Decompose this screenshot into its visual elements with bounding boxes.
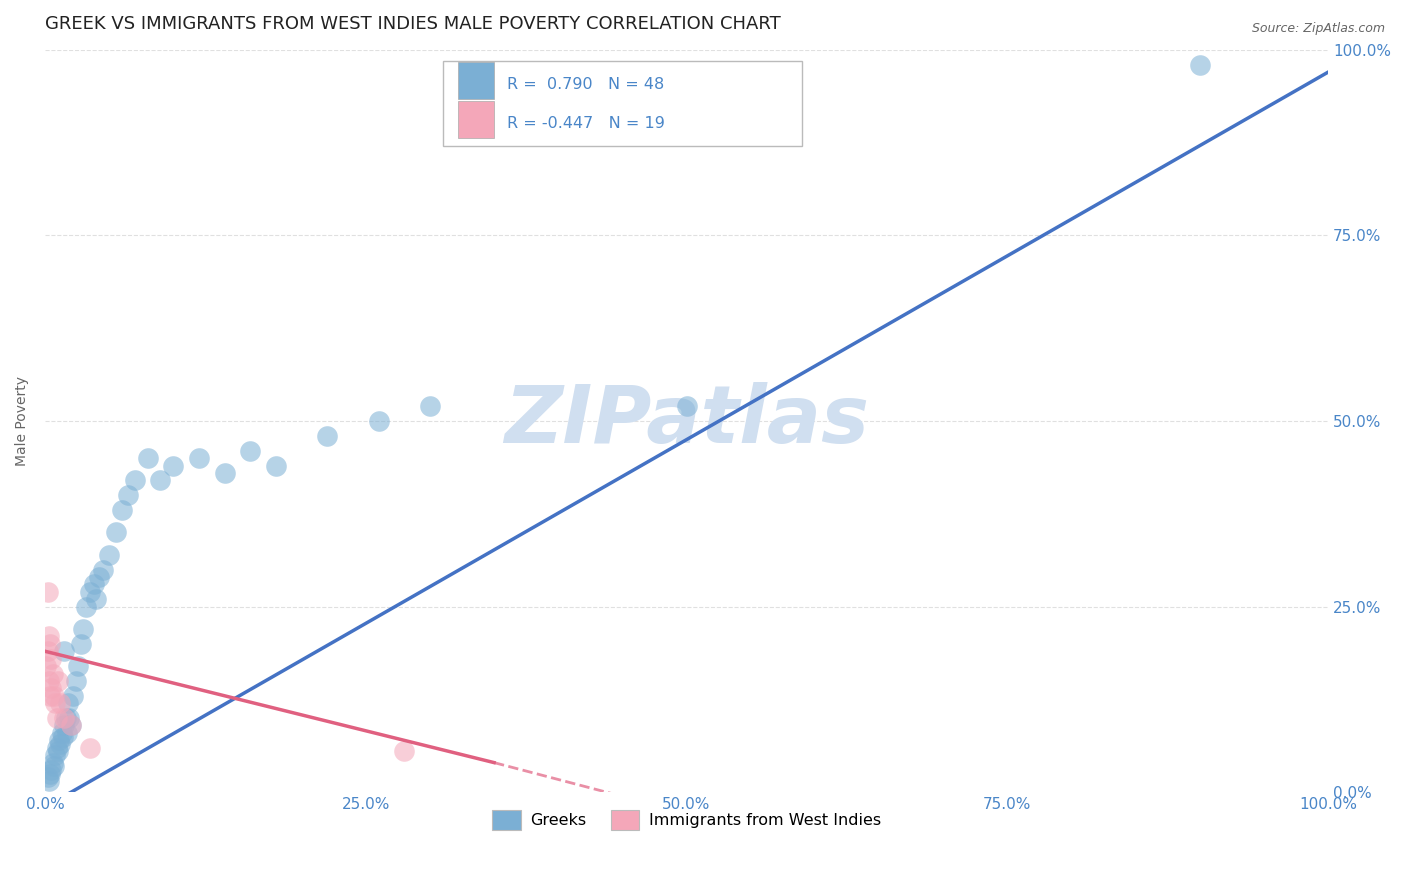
Point: [675, 399, 697, 413]
Point: [59, 718, 82, 732]
Point: [53, 711, 76, 725]
Point: [55, 711, 77, 725]
Point: [188, 451, 211, 466]
Point: [58, 711, 80, 725]
Point: [39, 689, 62, 703]
Point: [44, 748, 66, 763]
Legend: Greeks, Immigrants from West Indies: Greeks, Immigrants from West Indies: [485, 804, 887, 837]
Point: [394, 744, 416, 758]
FancyBboxPatch shape: [443, 61, 801, 146]
Point: [37, 771, 59, 785]
Point: [214, 466, 236, 480]
Point: [84, 592, 107, 607]
Point: [45, 711, 67, 725]
Point: [72, 622, 94, 636]
Point: [45, 740, 67, 755]
Point: [419, 399, 441, 413]
Point: [83, 577, 105, 591]
Point: [38, 774, 60, 789]
Point: [239, 443, 262, 458]
Point: [38, 673, 60, 688]
Point: [56, 696, 79, 710]
Text: ZIPatlas: ZIPatlas: [505, 382, 869, 460]
Point: [52, 730, 75, 744]
Point: [67, 659, 90, 673]
Point: [53, 644, 76, 658]
Point: [42, 689, 65, 703]
Point: [38, 629, 60, 643]
Point: [37, 584, 59, 599]
Point: [117, 488, 139, 502]
Point: [367, 414, 389, 428]
Point: [124, 474, 146, 488]
Point: [111, 503, 134, 517]
Point: [44, 696, 66, 710]
Point: [46, 673, 69, 688]
Point: [39, 637, 62, 651]
Point: [56, 726, 79, 740]
Point: [37, 644, 59, 658]
Point: [51, 726, 73, 740]
Point: [149, 474, 172, 488]
Point: [35, 659, 58, 673]
Point: [41, 681, 63, 696]
Point: [49, 737, 72, 751]
Point: [1188, 58, 1211, 72]
Point: [48, 733, 70, 747]
Text: Source: ZipAtlas.com: Source: ZipAtlas.com: [1251, 22, 1385, 36]
Point: [136, 451, 159, 466]
Point: [79, 740, 101, 755]
Point: [41, 763, 63, 777]
Point: [46, 744, 69, 758]
Point: [75, 599, 97, 614]
Point: [70, 637, 93, 651]
Point: [41, 651, 63, 665]
Point: [41, 666, 63, 681]
Point: [49, 696, 72, 710]
FancyBboxPatch shape: [458, 101, 494, 138]
Point: [87, 570, 110, 584]
Point: [162, 458, 184, 473]
Point: [62, 689, 84, 703]
Point: [104, 525, 127, 540]
Point: [316, 429, 339, 443]
Point: [39, 766, 62, 780]
Point: [42, 759, 65, 773]
Point: [91, 563, 114, 577]
Y-axis label: Male Poverty: Male Poverty: [15, 376, 30, 467]
FancyBboxPatch shape: [458, 62, 494, 99]
Point: [79, 584, 101, 599]
Point: [59, 718, 82, 732]
Point: [264, 458, 287, 473]
Text: R = -0.447   N = 19: R = -0.447 N = 19: [508, 116, 665, 131]
Point: [65, 673, 87, 688]
Point: [53, 718, 76, 732]
Text: GREEK VS IMMIGRANTS FROM WEST INDIES MALE POVERTY CORRELATION CHART: GREEK VS IMMIGRANTS FROM WEST INDIES MAL…: [45, 15, 780, 33]
Text: R =  0.790   N = 48: R = 0.790 N = 48: [508, 78, 664, 93]
Point: [41, 756, 63, 770]
Point: [98, 548, 121, 562]
